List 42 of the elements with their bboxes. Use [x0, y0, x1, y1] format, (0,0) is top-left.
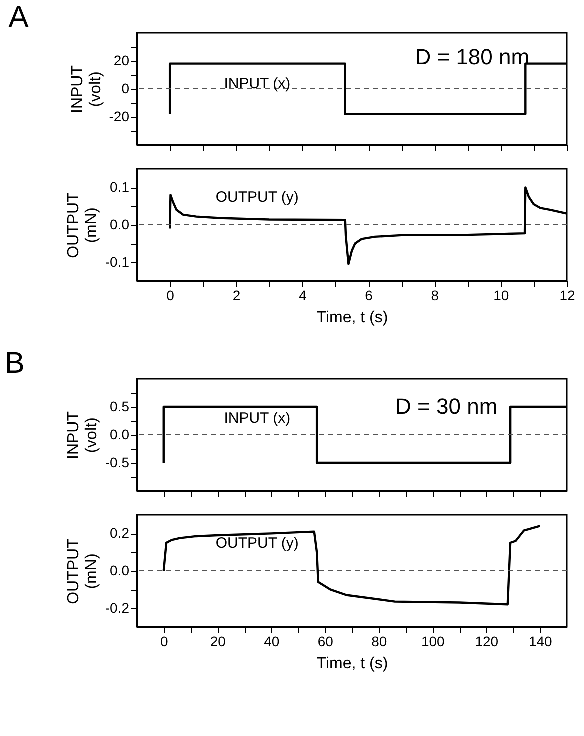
annotation: D = 30 nm [396, 394, 498, 419]
x-tick-label: 8 [431, 288, 440, 304]
y-axis-title: OUTPUT (mN) [65, 538, 100, 604]
x-tick-label: 0 [166, 288, 175, 304]
y-tick-label: -0.2 [105, 600, 130, 616]
x-tick-label: 12 [560, 288, 576, 304]
x-tick-label: 0 [160, 634, 168, 650]
x-tick-label: 80 [372, 634, 388, 650]
annotation: OUTPUT (y) [216, 535, 299, 552]
x-tick-label: 4 [298, 288, 307, 304]
x-tick-label: 20 [210, 634, 226, 650]
y-tick-label: -20 [109, 108, 130, 124]
y-tick-label: 0.0 [110, 216, 130, 232]
x-tick-label: 100 [421, 634, 446, 650]
y-tick-label: -0.5 [105, 454, 130, 470]
annotation: INPUT (x) [224, 410, 291, 428]
y-tick-label: 0.5 [110, 398, 130, 414]
x-tick-label: 60 [318, 634, 334, 650]
y-tick-label: 20 [114, 52, 130, 68]
y-tick-label: 0.1 [110, 179, 130, 196]
x-tick-label: 120 [475, 634, 499, 650]
x-tick-label: 2 [232, 288, 241, 304]
chart-title: B [4, 347, 25, 380]
annotation: OUTPUT (y) [216, 189, 299, 206]
y-tick-label: 0.0 [110, 562, 130, 578]
y-tick-label: -0.1 [105, 254, 130, 270]
y-axis-title: OUTPUT (mN) [65, 192, 100, 258]
x-tick-label: 140 [528, 634, 553, 650]
annotation: INPUT (x) [224, 75, 291, 92]
x-axis-title: Time, t (s) [316, 656, 388, 672]
y-tick-label: 0 [122, 80, 130, 96]
y-axis-title: INPUT (volt) [69, 65, 104, 114]
annotation: D = 180 nm [415, 44, 530, 70]
chart-title: A [8, 1, 29, 34]
line-series [162, 525, 542, 606]
y-axis-title: INPUT (volt) [65, 411, 100, 460]
y-tick-label: 0.0 [110, 426, 130, 442]
x-tick-label: 6 [365, 288, 374, 304]
y-tick-label: 0.2 [110, 525, 130, 542]
x-tick-label: 40 [264, 634, 280, 650]
x-axis-title: Time, t (s) [316, 310, 388, 326]
x-tick-label: 10 [494, 288, 510, 304]
